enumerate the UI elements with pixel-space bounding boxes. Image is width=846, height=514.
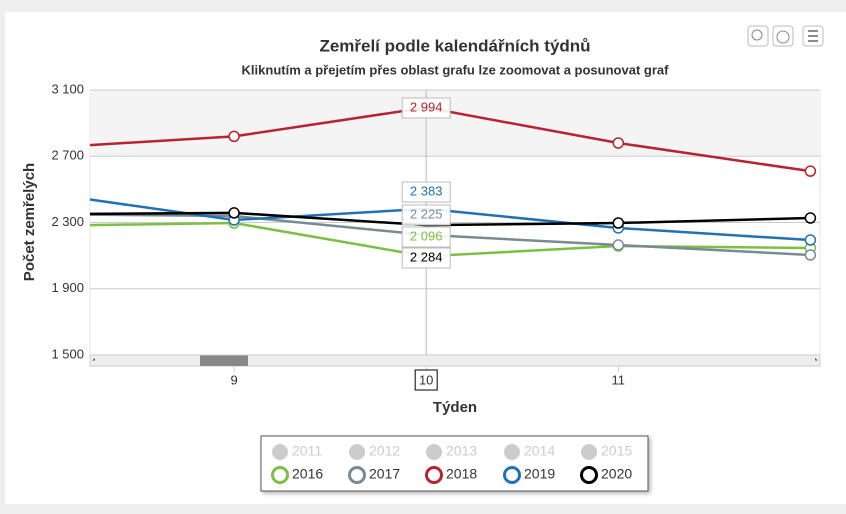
legend-label[interactable]: 2020 [601,466,632,482]
point-marker [804,234,817,246]
chart-subtitle: Kliknutím a přejetím přes oblast grafu l… [242,62,670,77]
reset-icon [776,30,790,44]
scrollbar-thumb[interactable] [200,355,248,366]
legend-symbol-inactive[interactable] [272,444,288,460]
y-tick-label: 2 300 [51,214,84,229]
legend-label[interactable]: 2018 [446,466,477,482]
legend-label-inactive[interactable]: 2012 [369,443,400,459]
point-marker [228,207,240,219]
x-axis-title: Týden [433,399,477,416]
zoom-icon [751,29,763,41]
point-marker [804,165,817,177]
tooltip-value: 2 284 [410,249,443,264]
legend-symbol[interactable] [271,466,289,484]
y-axis-title: Počet zemřelých [21,163,38,281]
y-tick-label: 2 700 [51,148,84,163]
y-tick-label: 3 100 [51,81,84,96]
chart-title: Zemřelí podle kalendářních týdnů [319,36,590,55]
legend-symbol-inactive[interactable] [349,444,365,460]
legend-label[interactable]: 2019 [524,466,555,482]
plot-band [90,90,820,156]
y-tick-label: 1 500 [51,346,84,361]
legend-label-inactive[interactable]: 2014 [524,443,555,459]
legend-symbol-inactive[interactable] [581,444,597,460]
legend-symbol-inactive[interactable] [426,444,442,460]
legend-label-inactive[interactable]: 2013 [446,443,477,459]
point-marker [804,249,817,261]
tooltip-value: 2 383 [410,183,443,198]
tooltip-box [401,226,451,248]
legend-symbol[interactable] [425,466,443,484]
point-marker [612,217,625,229]
tooltip-value: 2 994 [410,99,443,114]
tooltip-box [401,247,451,269]
menu-icon [808,30,818,42]
zoom-button[interactable] [747,25,769,47]
x-tick-label: 11 [612,372,626,387]
legend-label[interactable]: 2017 [369,466,400,482]
tooltip-value: 2 096 [410,228,443,243]
legend-symbol[interactable] [503,466,521,484]
legend-label[interactable]: 2016 [292,466,323,482]
point-marker [612,137,625,149]
x-tick-label: 9 [230,372,237,387]
scrollbar[interactable] [89,354,821,367]
legend-label-inactive[interactable]: 2015 [601,443,632,459]
point-marker [228,130,240,143]
x-tick-label: 10 [419,372,433,387]
tooltip-box [401,181,451,203]
legend-symbol[interactable] [348,466,366,484]
point-marker [804,212,817,224]
scrollbar-track[interactable] [89,354,821,367]
point-marker [612,239,625,251]
y-tick-label: 1 900 [51,280,84,295]
tooltip-box [401,97,451,119]
legend-symbol[interactable] [580,466,598,484]
tooltip-box [401,204,451,226]
legend-label-inactive[interactable]: 2011 [292,443,322,459]
crosshair-label-box [414,369,438,391]
toolbar [747,25,824,47]
legend-symbol-inactive[interactable] [504,444,520,460]
tooltip-value: 2 225 [410,206,443,221]
